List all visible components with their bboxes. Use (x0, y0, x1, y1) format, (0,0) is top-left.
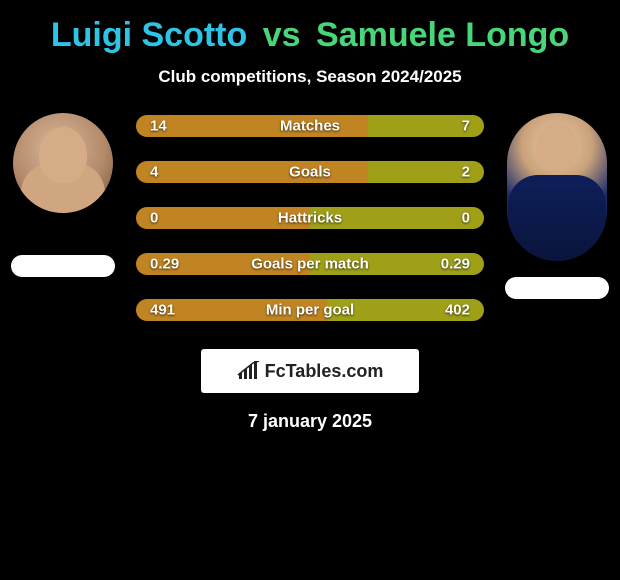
stat-value-left: 4 (150, 164, 158, 181)
stat-label: Matches (280, 118, 340, 135)
stat-value-right: 402 (445, 302, 470, 319)
stat-value-left: 0.29 (150, 256, 179, 273)
stat-bar-goals: 4 2 Goals (136, 161, 484, 183)
stat-value-left: 14 (150, 118, 167, 135)
bar-chart-icon (237, 361, 261, 381)
stat-value-right: 7 (462, 118, 470, 135)
date: 7 january 2025 (0, 411, 620, 432)
player2-country-pill (505, 277, 609, 299)
stat-bar-hattricks: 0 0 Hattricks (136, 207, 484, 229)
watermark-text: FcTables.com (265, 361, 384, 382)
stats-column: 14 7 Matches 4 2 Goals 0 0 Hattricks 0.29 0.29 Goal… (136, 109, 484, 321)
stat-bar-goals-per-match: 0.29 0.29 Goals per match (136, 253, 484, 275)
stat-label: Goals (289, 164, 331, 181)
subtitle: Club competitions, Season 2024/2025 (0, 67, 620, 87)
stat-label: Min per goal (266, 302, 354, 319)
stat-value-right: 2 (462, 164, 470, 181)
player2-column (502, 109, 612, 299)
stat-bar-matches: 14 7 Matches (136, 115, 484, 137)
stat-value-left: 491 (150, 302, 175, 319)
title-vs: vs (263, 16, 301, 54)
player2-avatar (507, 113, 607, 261)
player1-avatar (13, 113, 113, 213)
comparison-card: Luigi Scotto vs Samuele Longo Club compe… (0, 0, 620, 442)
stat-label: Hattricks (278, 210, 342, 227)
stat-bar-left (136, 161, 368, 183)
stat-value-right: 0.29 (441, 256, 470, 273)
stat-label: Goals per match (251, 256, 369, 273)
stat-value-right: 0 (462, 210, 470, 227)
title-player1: Luigi Scotto (51, 16, 247, 54)
title-player2: Samuele Longo (316, 16, 569, 54)
title: Luigi Scotto vs Samuele Longo (0, 16, 620, 55)
stat-bar-min-per-goal: 491 402 Min per goal (136, 299, 484, 321)
stat-value-left: 0 (150, 210, 158, 227)
main-row: 14 7 Matches 4 2 Goals 0 0 Hattricks 0.29 0.29 Goal… (0, 109, 620, 321)
player1-column (8, 109, 118, 277)
player1-country-pill (11, 255, 115, 277)
watermark: FcTables.com (201, 349, 419, 393)
